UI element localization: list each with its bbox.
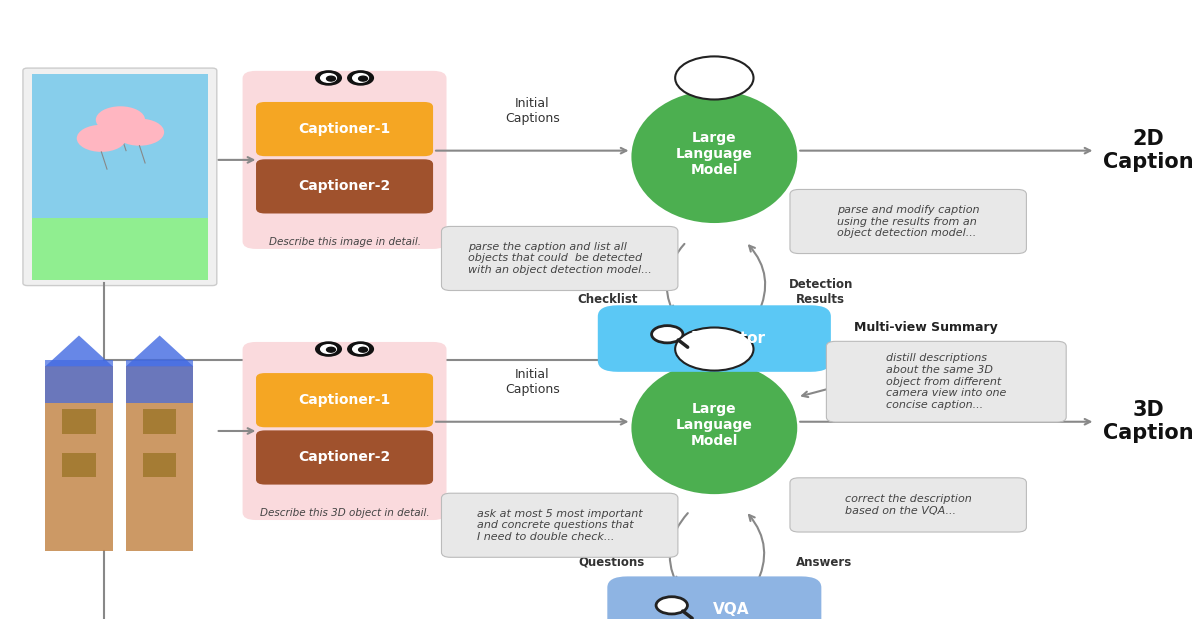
Bar — [46, 360, 113, 403]
Circle shape — [77, 125, 126, 152]
Circle shape — [676, 57, 754, 100]
Circle shape — [353, 345, 368, 353]
FancyBboxPatch shape — [242, 342, 446, 520]
Ellipse shape — [631, 91, 797, 223]
Text: 3D
Caption: 3D Caption — [1103, 400, 1194, 443]
Ellipse shape — [631, 361, 797, 494]
Text: Multi-view Summary: Multi-view Summary — [854, 321, 998, 334]
Bar — [126, 366, 193, 551]
FancyBboxPatch shape — [23, 68, 217, 285]
FancyBboxPatch shape — [256, 430, 433, 485]
Polygon shape — [46, 335, 113, 366]
Text: Object
Checklist: Object Checklist — [577, 279, 638, 307]
Bar — [62, 409, 96, 434]
FancyBboxPatch shape — [607, 577, 821, 622]
Text: parse and modify caption
using the results from an
object detection model...: parse and modify caption using the resul… — [836, 205, 979, 238]
FancyBboxPatch shape — [256, 159, 433, 213]
FancyBboxPatch shape — [256, 373, 433, 427]
FancyBboxPatch shape — [256, 102, 433, 156]
Circle shape — [359, 76, 367, 81]
Text: Large
Language
Model: Large Language Model — [676, 131, 752, 177]
Circle shape — [353, 73, 368, 82]
Bar — [32, 73, 208, 280]
Text: ask at most 5 most important
and concrete questions that
I need to double check.: ask at most 5 most important and concret… — [476, 509, 642, 542]
Circle shape — [96, 106, 145, 133]
Text: correct the description
based on the VQA...: correct the description based on the VQA… — [845, 494, 972, 516]
Text: Describe this 3D object in detail.: Describe this 3D object in detail. — [259, 508, 430, 518]
Text: Captioner-1: Captioner-1 — [299, 122, 391, 136]
Circle shape — [652, 326, 683, 343]
FancyBboxPatch shape — [442, 226, 678, 290]
Text: distill descriptions
about the same 3D
object from different
camera view into on: distill descriptions about the same 3D o… — [886, 353, 1007, 410]
Circle shape — [316, 342, 341, 356]
Text: Large
Language
Model: Large Language Model — [676, 402, 752, 448]
Circle shape — [676, 328, 754, 371]
Bar — [143, 453, 176, 477]
Text: parse the caption and list all
objects that could  be detected
with an object de: parse the caption and list all objects t… — [468, 242, 652, 275]
Text: Initial
Captions: Initial Captions — [505, 368, 559, 396]
Text: Questions: Questions — [578, 555, 644, 569]
Text: Captioner-1: Captioner-1 — [299, 393, 391, 407]
FancyBboxPatch shape — [442, 493, 678, 557]
Circle shape — [348, 71, 373, 85]
Circle shape — [656, 596, 688, 614]
Text: Answers: Answers — [796, 555, 852, 569]
Text: 2D
Caption: 2D Caption — [1103, 129, 1194, 172]
Text: Detector: Detector — [690, 331, 766, 346]
Text: Initial
Captions: Initial Captions — [505, 96, 559, 124]
Circle shape — [320, 73, 336, 82]
FancyBboxPatch shape — [790, 478, 1026, 532]
Circle shape — [326, 76, 336, 81]
Bar — [32, 218, 208, 280]
Bar — [62, 453, 96, 477]
Circle shape — [326, 347, 336, 352]
Bar — [46, 366, 113, 551]
Text: Captioner-2: Captioner-2 — [299, 450, 391, 465]
Circle shape — [359, 347, 367, 352]
FancyBboxPatch shape — [827, 341, 1066, 422]
Bar — [143, 409, 176, 434]
Bar — [126, 360, 193, 403]
Text: Detection
Results: Detection Results — [788, 279, 853, 307]
FancyBboxPatch shape — [790, 190, 1026, 254]
FancyBboxPatch shape — [598, 305, 830, 372]
Circle shape — [316, 71, 341, 85]
Polygon shape — [126, 335, 193, 366]
Text: Captioner-2: Captioner-2 — [299, 179, 391, 193]
Circle shape — [320, 345, 336, 353]
Circle shape — [348, 342, 373, 356]
FancyBboxPatch shape — [242, 71, 446, 249]
Circle shape — [115, 119, 164, 146]
Text: Describe this image in detail.: Describe this image in detail. — [269, 237, 420, 247]
Text: VQA: VQA — [713, 602, 749, 617]
